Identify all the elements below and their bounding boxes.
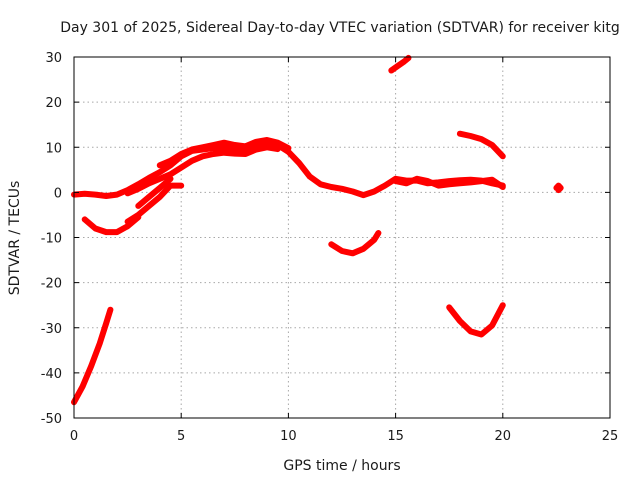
y-tick-label: -10 (41, 232, 62, 247)
data-series (71, 54, 564, 406)
chart-title: Day 301 of 2025, Sidereal Day-to-day VTE… (60, 20, 620, 36)
y-tick-label: 20 (45, 96, 62, 111)
grid (74, 57, 610, 418)
series-arc-rise-b (135, 175, 174, 209)
x-tick-label: 25 (602, 429, 619, 444)
series-arc-bowl-mid (328, 230, 382, 257)
y-tick-label: -20 (41, 277, 62, 292)
y-tick-label: -30 (41, 322, 62, 337)
x-axis-title: GPS time / hours (283, 458, 400, 474)
series-arc-dip (81, 214, 142, 236)
axis-ticks: 0 5 10 15 20 25 -50 -40 -30 -20 -10 0 10 20 30 (41, 51, 619, 444)
y-axis-title: SDTVAR / TECUs (7, 181, 23, 296)
x-tick-label: 0 (70, 429, 78, 444)
y-tick-label: -50 (41, 412, 62, 427)
y-tick-label: 30 (45, 51, 62, 66)
y-tick-label: 0 (54, 186, 62, 201)
series-arc-lower-band (124, 144, 281, 197)
series-arc-high-start (388, 54, 412, 74)
series-arc-bowl-late (446, 302, 506, 338)
series-arc-end-blob (553, 182, 564, 194)
x-tick-label: 10 (280, 429, 297, 444)
y-tick-label: 10 (45, 141, 62, 156)
series-arc-descend-late (456, 130, 506, 160)
series-arc-steep (71, 306, 114, 406)
series-arc-late-band (392, 175, 506, 190)
x-tick-label: 20 (495, 429, 512, 444)
y-tick-label: -40 (41, 367, 62, 382)
x-tick-label: 5 (177, 429, 185, 444)
x-tick-label: 15 (387, 429, 404, 444)
series-arc-upper-band (156, 137, 292, 169)
